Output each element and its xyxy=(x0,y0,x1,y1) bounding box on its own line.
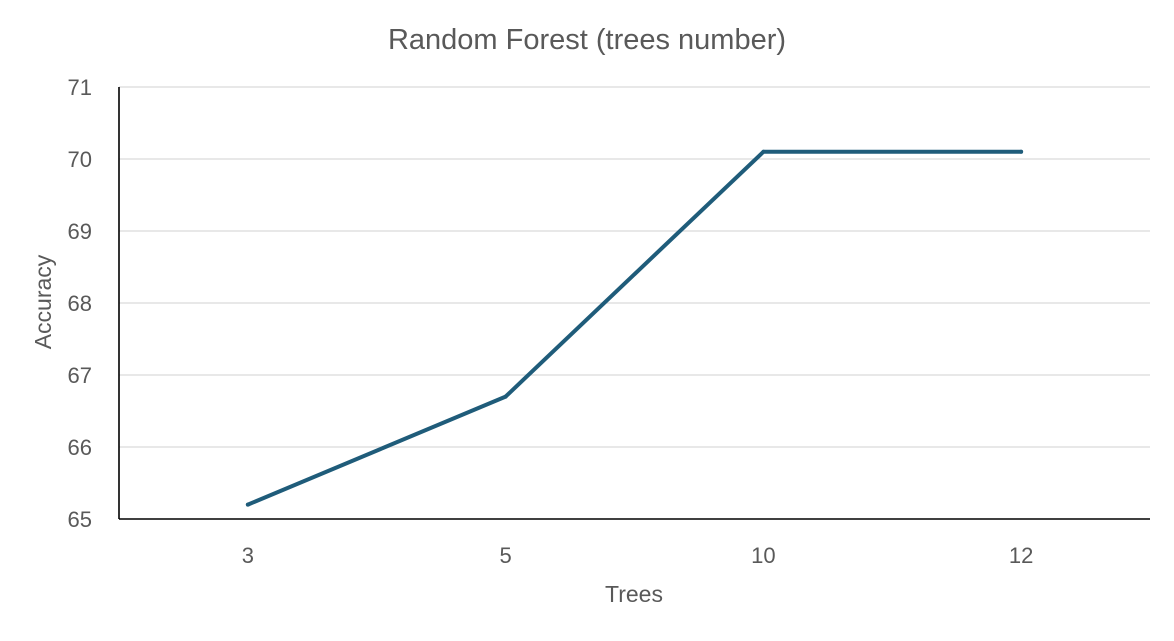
y-tick-label: 65 xyxy=(68,507,92,532)
x-tick-label: 3 xyxy=(242,543,254,568)
data-point xyxy=(503,394,508,399)
x-tick-label: 5 xyxy=(500,543,512,568)
gridlines xyxy=(119,86,1150,448)
y-tick-label: 67 xyxy=(68,363,92,388)
y-tick-label: 71 xyxy=(68,75,92,100)
data-point xyxy=(1019,149,1024,154)
x-tick-label: 10 xyxy=(751,543,775,568)
y-tick-label: 69 xyxy=(68,219,92,244)
series-line xyxy=(245,149,1024,507)
data-point xyxy=(245,502,250,507)
chart-title: Random Forest (trees number) xyxy=(388,24,786,56)
y-tick-label: 68 xyxy=(68,291,92,316)
y-axis-title: Accuracy xyxy=(30,254,56,349)
x-tick-label: 12 xyxy=(1009,543,1033,568)
axes xyxy=(118,87,1150,520)
x-tick-labels: 3 5 10 12 xyxy=(242,543,1034,568)
x-axis-title: Trees xyxy=(605,581,663,607)
y-tick-labels: 65 66 67 68 69 70 71 xyxy=(68,75,92,532)
y-tick-label: 70 xyxy=(68,147,92,172)
data-point xyxy=(761,149,766,154)
y-tick-label: 66 xyxy=(68,435,92,460)
series-layer xyxy=(245,149,1024,507)
